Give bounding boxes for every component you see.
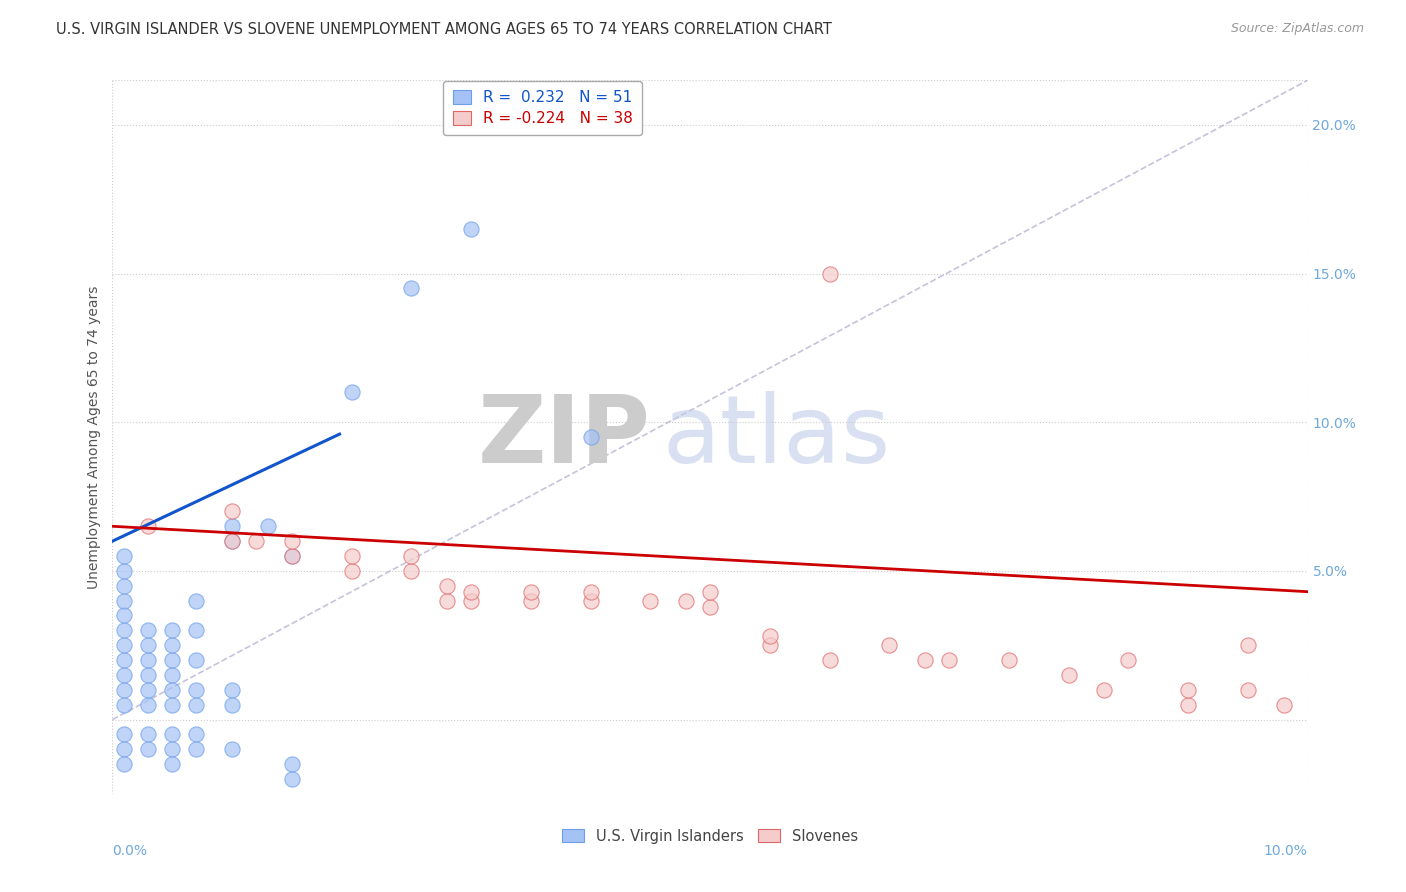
Point (221, 698, 243, 712)
Point (138, 698, 160, 712)
Point (162, 727, 183, 741)
Point (675, 593, 697, 607)
Point (281, 534, 304, 549)
Point (340, 564, 363, 578)
Point (221, 534, 243, 549)
Text: Source: ZipAtlas.com: Source: ZipAtlas.com (1230, 22, 1364, 36)
Point (114, 742, 135, 756)
Point (186, 698, 208, 712)
Point (114, 757, 135, 772)
Point (221, 519, 243, 533)
Point (1094, 682, 1116, 697)
Point (221, 682, 243, 697)
Point (162, 682, 183, 697)
Point (699, 599, 721, 614)
Point (818, 653, 841, 667)
Point (1118, 653, 1140, 667)
Point (138, 624, 160, 638)
Point (186, 653, 208, 667)
Point (186, 727, 208, 741)
Point (1177, 682, 1199, 697)
Point (401, 564, 423, 578)
Point (1057, 668, 1080, 682)
Point (1237, 682, 1260, 697)
Text: 10.0%: 10.0% (1264, 844, 1308, 858)
Point (460, 222, 482, 236)
Point (162, 757, 183, 772)
Point (520, 584, 543, 599)
Point (699, 584, 721, 599)
Point (114, 549, 135, 563)
Point (281, 549, 304, 563)
Point (138, 638, 160, 652)
Point (257, 519, 280, 533)
Point (186, 593, 208, 607)
Point (114, 698, 135, 712)
Point (281, 757, 304, 772)
Point (640, 593, 662, 607)
Point (281, 772, 304, 786)
Point (1272, 698, 1295, 712)
Point (759, 638, 782, 652)
Text: U.S. VIRGIN ISLANDER VS SLOVENE UNEMPLOYMENT AMONG AGES 65 TO 74 YEARS CORRELATI: U.S. VIRGIN ISLANDER VS SLOVENE UNEMPLOY… (56, 22, 832, 37)
Legend: U.S. Virgin Islanders, Slovenes: U.S. Virgin Islanders, Slovenes (555, 822, 865, 851)
Point (221, 534, 243, 549)
Point (998, 653, 1021, 667)
Point (114, 638, 135, 652)
Point (1237, 638, 1260, 652)
Point (436, 593, 458, 607)
Point (138, 668, 160, 682)
Point (579, 584, 602, 599)
Text: atlas: atlas (662, 391, 890, 483)
Point (162, 698, 183, 712)
Point (759, 629, 782, 643)
Point (114, 624, 135, 638)
Point (114, 608, 135, 623)
Point (162, 742, 183, 756)
Point (221, 504, 243, 518)
Point (114, 727, 135, 741)
Point (579, 593, 602, 607)
Point (114, 593, 135, 607)
Point (114, 682, 135, 697)
Point (401, 281, 423, 295)
Point (114, 668, 135, 682)
Point (138, 727, 160, 741)
Point (340, 385, 363, 400)
Point (138, 519, 160, 533)
Point (221, 742, 243, 756)
Text: 0.0%: 0.0% (112, 844, 148, 858)
Point (401, 549, 423, 563)
Point (138, 742, 160, 756)
Point (914, 653, 936, 667)
Point (114, 579, 135, 593)
Point (938, 653, 960, 667)
Text: ZIP: ZIP (478, 391, 651, 483)
Point (162, 624, 183, 638)
Point (436, 579, 458, 593)
Point (879, 638, 901, 652)
Y-axis label: Unemployment Among Ages 65 to 74 years: Unemployment Among Ages 65 to 74 years (87, 285, 101, 589)
Point (162, 668, 183, 682)
Point (460, 584, 482, 599)
Point (460, 593, 482, 607)
Point (186, 742, 208, 756)
Point (114, 653, 135, 667)
Point (340, 549, 363, 563)
Point (162, 638, 183, 652)
Point (1177, 698, 1199, 712)
Point (281, 549, 304, 563)
Point (818, 267, 841, 281)
Point (138, 682, 160, 697)
Point (114, 564, 135, 578)
Point (245, 534, 267, 549)
Point (162, 653, 183, 667)
Point (520, 593, 543, 607)
Point (579, 430, 602, 444)
Point (138, 653, 160, 667)
Point (186, 624, 208, 638)
Point (186, 682, 208, 697)
